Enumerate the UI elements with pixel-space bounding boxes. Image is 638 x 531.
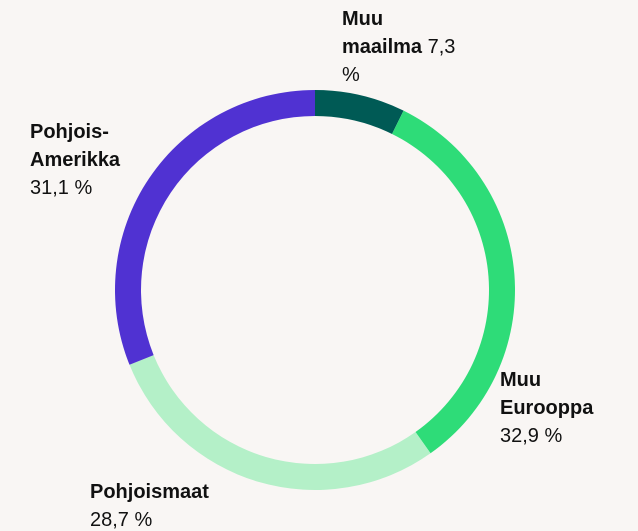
value-label: 32,9 %	[500, 425, 563, 447]
category-name: Pohjois-Amerikka	[30, 121, 121, 171]
category-name: Muu Eurooppa	[500, 369, 594, 419]
segment-label: Pohjois-Amerikka 31,1 %	[30, 118, 140, 202]
donut-segment	[315, 90, 404, 134]
segment-label: Muu Eurooppa 32,9 %	[500, 366, 620, 450]
segment-label: Pohjoismaat 28,7 %	[90, 478, 230, 531]
category-name: Pohjoismaat	[90, 481, 209, 503]
donut-segment	[115, 90, 315, 365]
category-name: Muu maailma	[342, 8, 423, 58]
donut-segment	[392, 110, 515, 454]
value-label: 28,7 %	[90, 509, 153, 531]
value-label: 31,1 %	[30, 177, 93, 199]
segment-label: Muu maailma 7,3 %	[342, 5, 464, 89]
value-label: 7,3 %	[342, 36, 456, 86]
donut-segment	[129, 355, 431, 490]
